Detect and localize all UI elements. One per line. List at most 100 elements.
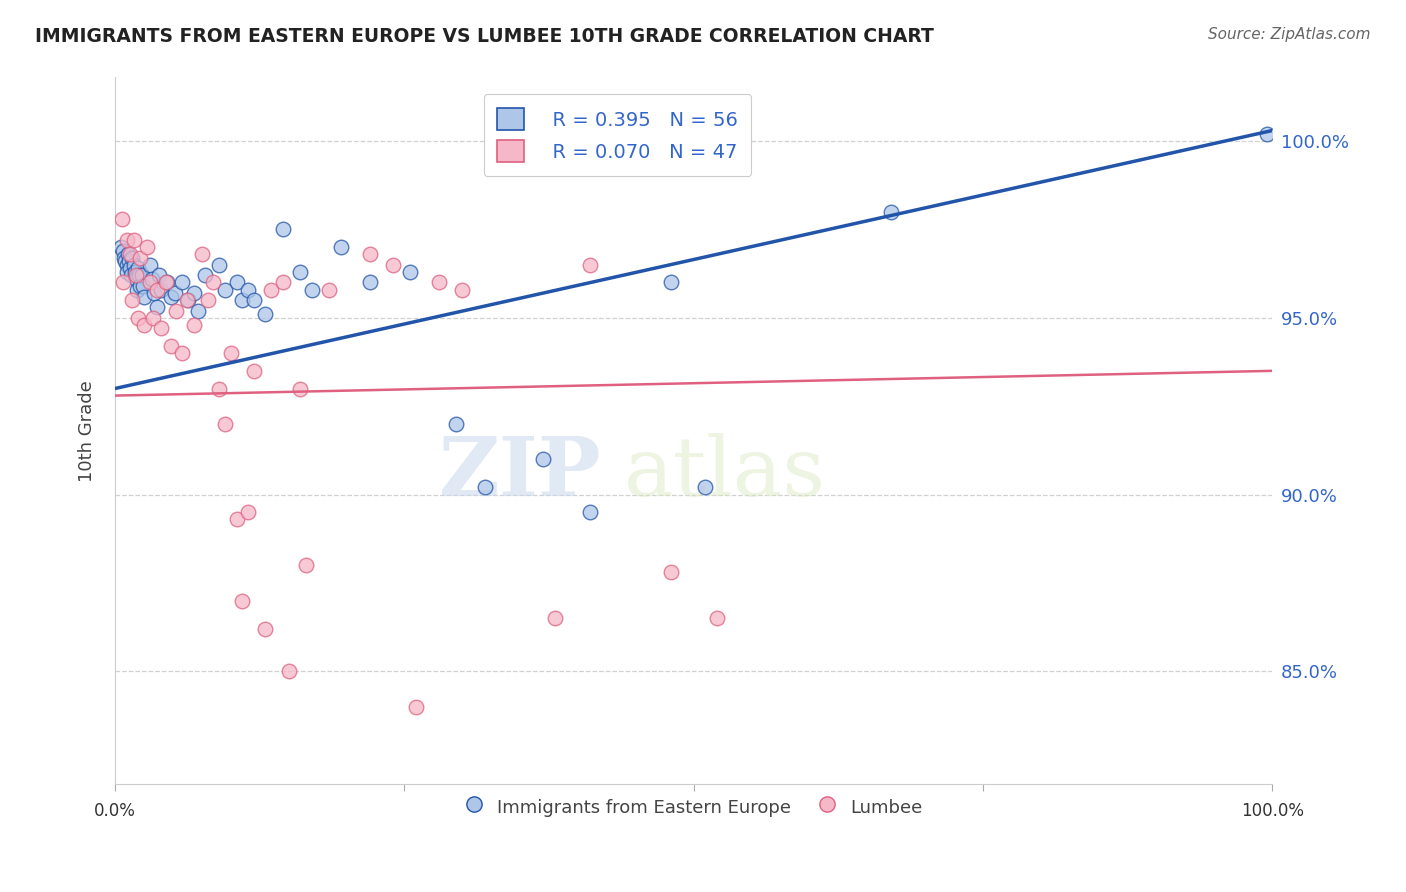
Point	[381, 258, 404, 272]
Point	[120, 268, 142, 283]
Point	[446, 417, 468, 431]
Y-axis label: 10th Grade: 10th Grade	[79, 380, 96, 482]
Point	[243, 364, 266, 378]
Point	[219, 346, 242, 360]
Point	[183, 286, 205, 301]
Text: 100.0%: 100.0%	[1241, 802, 1303, 820]
Point	[544, 611, 567, 625]
Point	[225, 512, 247, 526]
Point	[129, 279, 152, 293]
Point	[155, 276, 177, 290]
Text: ZIP: ZIP	[439, 434, 602, 514]
Point	[474, 481, 496, 495]
Point	[236, 505, 259, 519]
Point	[451, 283, 474, 297]
Point	[399, 265, 422, 279]
Point	[359, 247, 381, 261]
Point	[131, 268, 153, 283]
Point	[121, 251, 143, 265]
Point	[143, 286, 166, 301]
Point	[183, 318, 205, 332]
Point	[132, 279, 155, 293]
Point	[301, 283, 323, 297]
Point	[156, 276, 179, 290]
Point	[125, 272, 148, 286]
Point	[145, 283, 167, 297]
Point	[172, 276, 194, 290]
Point	[197, 293, 219, 307]
Point	[225, 276, 247, 290]
Point	[115, 265, 138, 279]
Point	[132, 290, 155, 304]
Point	[141, 272, 163, 286]
Text: 0.0%: 0.0%	[94, 802, 136, 820]
Point	[243, 293, 266, 307]
Point	[202, 276, 225, 290]
Point	[214, 417, 236, 431]
Point	[329, 240, 352, 254]
Point	[695, 481, 717, 495]
Point	[129, 251, 152, 265]
Point	[159, 290, 181, 304]
Point	[112, 251, 135, 265]
Point	[191, 247, 214, 261]
Point	[879, 204, 901, 219]
Point	[214, 283, 236, 297]
Point	[318, 283, 340, 297]
Point	[254, 307, 277, 321]
Text: IMMIGRANTS FROM EASTERN EUROPE VS LUMBEE 10TH GRADE CORRELATION CHART: IMMIGRANTS FROM EASTERN EUROPE VS LUMBEE…	[35, 27, 934, 45]
Point	[236, 283, 259, 297]
Point	[159, 339, 181, 353]
Point	[290, 265, 312, 279]
Point	[150, 321, 173, 335]
Point	[125, 268, 148, 283]
Point	[111, 211, 134, 226]
Point	[142, 310, 165, 325]
Point	[165, 303, 187, 318]
Point	[150, 283, 173, 297]
Point	[120, 247, 142, 261]
Point	[706, 611, 728, 625]
Point	[115, 258, 138, 272]
Point	[177, 293, 200, 307]
Point	[1256, 127, 1278, 141]
Point	[112, 276, 135, 290]
Point	[112, 244, 135, 258]
Point	[132, 318, 155, 332]
Point	[254, 622, 277, 636]
Point	[117, 247, 139, 261]
Point	[659, 276, 682, 290]
Point	[295, 558, 318, 573]
Point	[139, 258, 162, 272]
Point	[231, 593, 253, 607]
Point	[128, 268, 150, 283]
Point	[148, 268, 170, 283]
Point	[114, 254, 136, 268]
Point	[194, 268, 217, 283]
Point	[124, 265, 146, 279]
Point	[127, 261, 149, 276]
Point	[531, 452, 554, 467]
Point	[271, 222, 294, 236]
Point	[271, 276, 294, 290]
Text: atlas: atlas	[624, 434, 827, 514]
Point	[145, 300, 167, 314]
Legend: Immigrants from Eastern Europe, Lumbee: Immigrants from Eastern Europe, Lumbee	[457, 789, 931, 825]
Point	[115, 233, 138, 247]
Point	[110, 240, 132, 254]
Point	[139, 276, 162, 290]
Point	[118, 254, 141, 268]
Point	[187, 303, 209, 318]
Point	[578, 258, 600, 272]
Point	[208, 382, 231, 396]
Point	[231, 293, 253, 307]
Point	[290, 382, 312, 396]
Point	[172, 346, 194, 360]
Point	[122, 233, 145, 247]
Point	[208, 258, 231, 272]
Point	[578, 505, 600, 519]
Point	[165, 286, 187, 301]
Point	[359, 276, 381, 290]
Point	[125, 283, 148, 297]
Text: Source: ZipAtlas.com: Source: ZipAtlas.com	[1208, 27, 1371, 42]
